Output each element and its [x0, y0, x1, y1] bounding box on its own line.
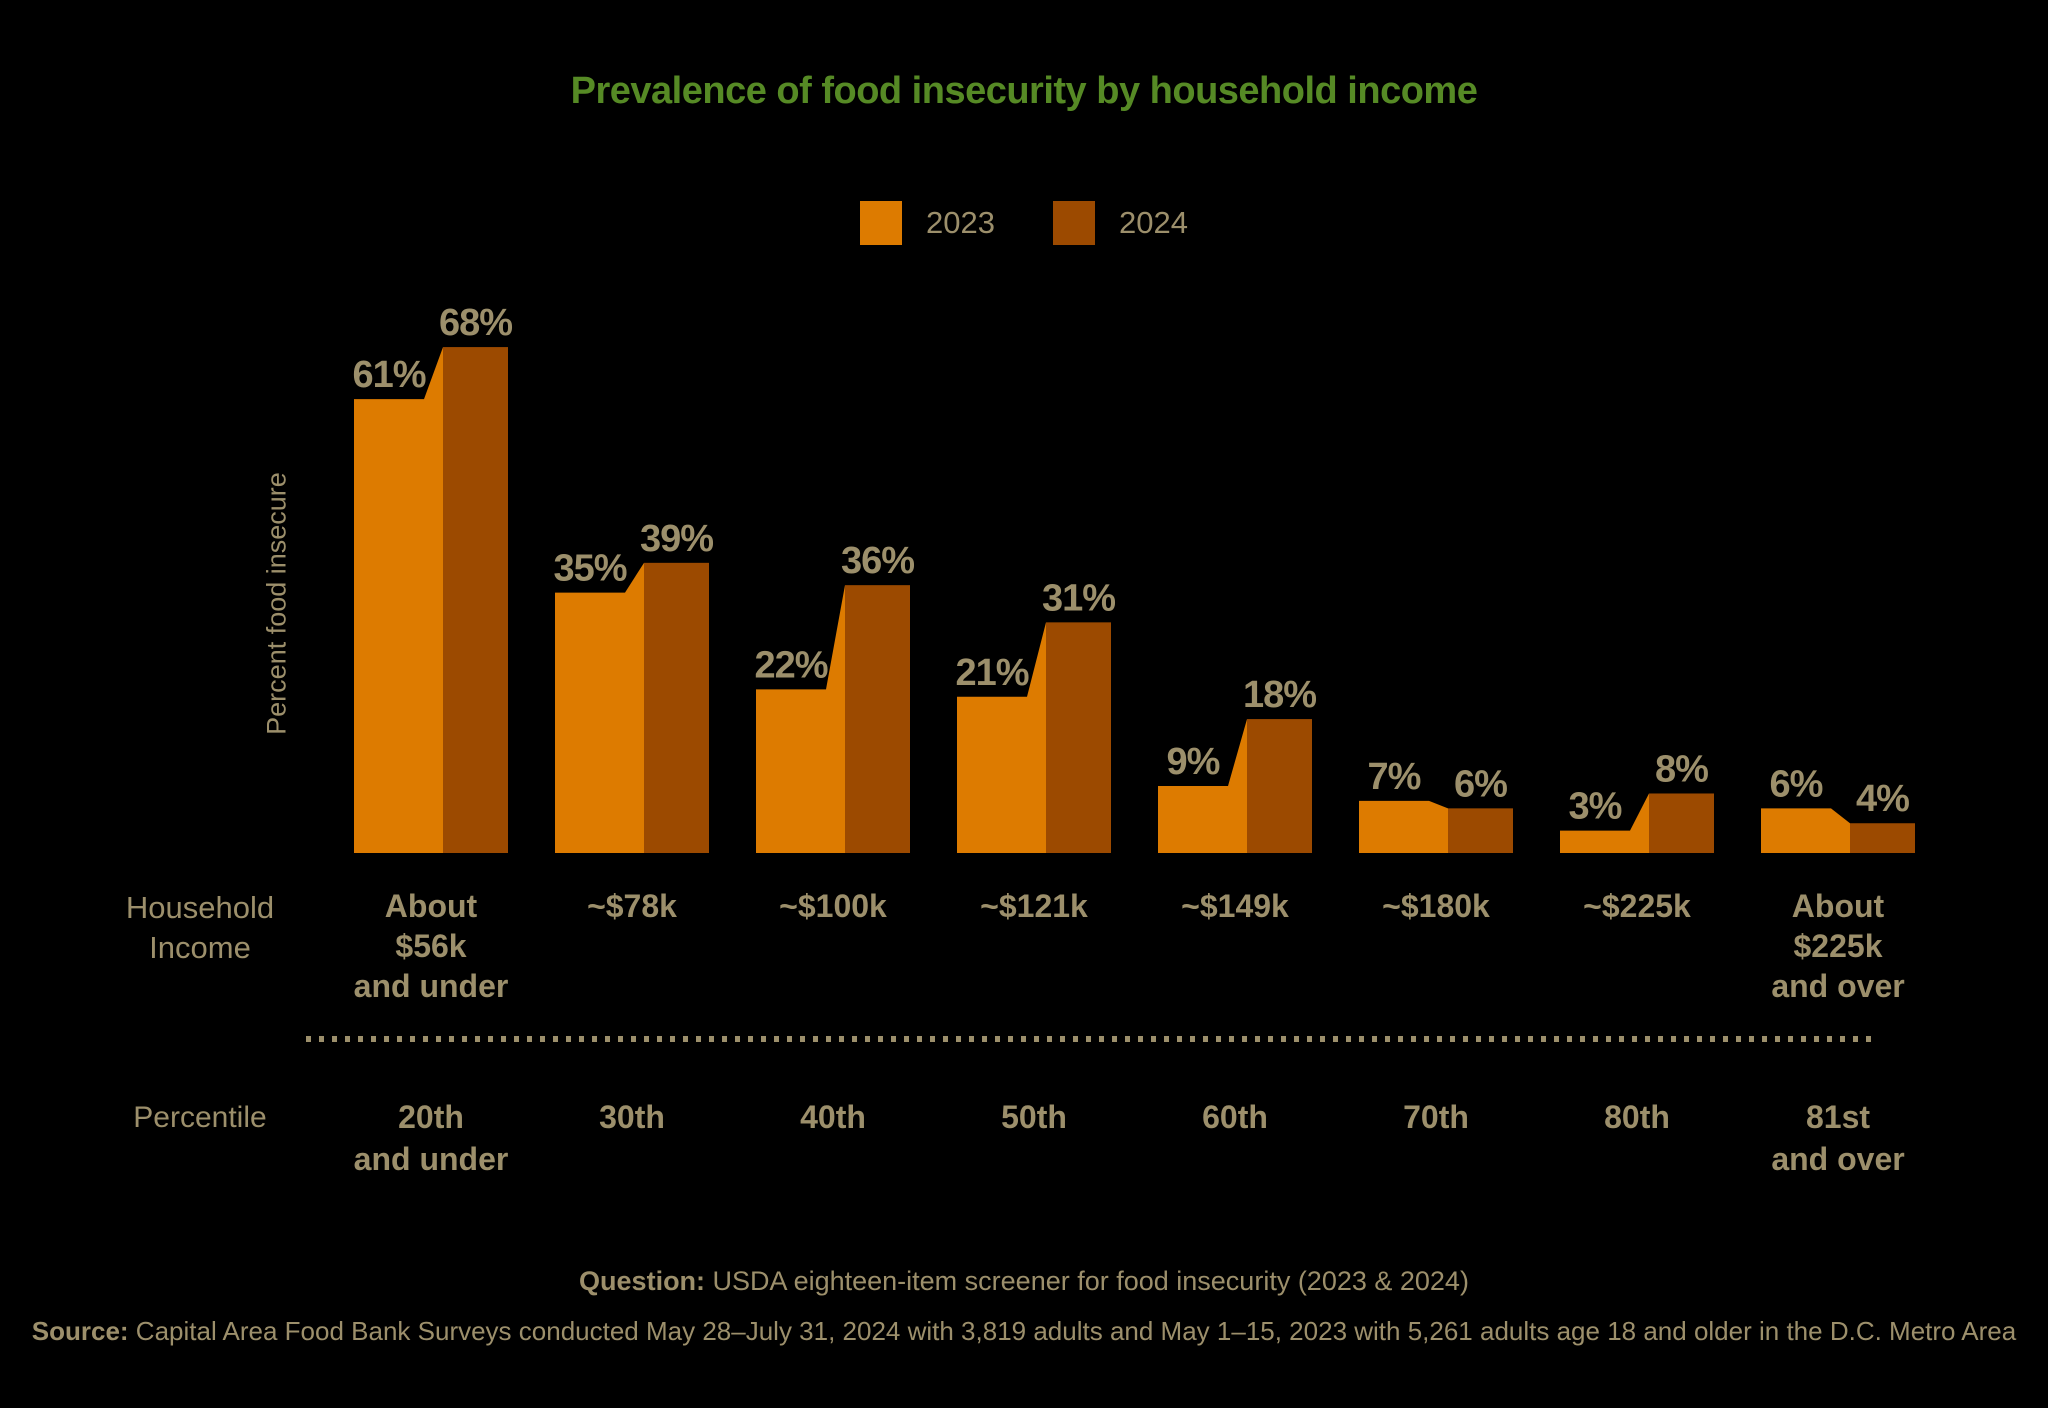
income-label-7: About $225k and over — [1771, 888, 1905, 1004]
value-label-2023-group-2: 22% — [754, 644, 827, 686]
percentile-row-header: Percentile — [133, 1101, 267, 1134]
legend-item-2024: 2024 — [1053, 201, 1188, 245]
value-label-2023-group-0: 61% — [352, 354, 425, 396]
legend-label-2024: 2024 — [1119, 205, 1188, 240]
value-label-2023-group-6: 3% — [1569, 786, 1622, 828]
legend: 2023 2024 — [0, 201, 2048, 245]
income-label-6: ~$225k — [1583, 888, 1691, 924]
footer-source-label: Source: — [31, 1316, 129, 1346]
value-label-2023-group-1: 35% — [553, 548, 626, 590]
bar-2024-group-4 — [1247, 719, 1312, 853]
income-label-1: ~$78k — [587, 888, 677, 924]
percentile-label-6: 80th — [1604, 1099, 1670, 1135]
footer-question-label: Question: — [579, 1266, 706, 1296]
percentile-label-3: 50th — [1001, 1099, 1067, 1135]
income-label-5: ~$180k — [1382, 888, 1490, 924]
value-label-2024-group-1: 39% — [640, 518, 713, 560]
bar-2024-group-6 — [1649, 793, 1714, 853]
bar-2023-group-0 — [354, 347, 443, 853]
bar-2023-group-2 — [756, 585, 845, 853]
bar-2023-group-5 — [1359, 800, 1448, 853]
legend-swatch-2023-icon — [860, 201, 903, 245]
bar-2023-group-3 — [957, 622, 1046, 853]
legend-item-2023: 2023 — [860, 201, 995, 245]
income-label-2: ~$100k — [779, 888, 887, 924]
value-label-2024-group-4: 18% — [1243, 674, 1316, 716]
value-label-2024-group-5: 6% — [1454, 763, 1507, 805]
bar-2024-group-5 — [1448, 808, 1513, 853]
value-label-2024-group-3: 31% — [1042, 577, 1115, 619]
value-label-2024-group-6: 8% — [1655, 748, 1708, 790]
footer-question-line: Question: USDA eighteen-item screener fo… — [0, 1266, 2048, 1297]
percentile-label-7: 81st and over — [1771, 1099, 1905, 1177]
bar-2023-group-7 — [1761, 808, 1850, 853]
y-axis-label: Percent food insecure — [261, 472, 292, 735]
value-label-2023-group-4: 9% — [1167, 741, 1220, 783]
value-label-2023-group-3: 21% — [955, 652, 1028, 694]
percentile-label-1: 30th — [599, 1099, 665, 1135]
percentile-label-2: 40th — [800, 1099, 866, 1135]
bar-2024-group-0 — [443, 347, 508, 853]
bar-2023-group-1 — [555, 562, 644, 853]
bar-2023-group-6 — [1560, 793, 1649, 853]
value-label-2023-group-7: 6% — [1770, 763, 1823, 805]
percentile-label-0: 20th and under — [353, 1099, 509, 1177]
percentile-label-5: 70th — [1403, 1099, 1469, 1135]
legend-label-2023: 2023 — [926, 205, 995, 240]
percentile-label-4: 60th — [1202, 1099, 1268, 1135]
income-label-3: ~$121k — [980, 888, 1088, 924]
chart-title: Prevalence of food insecurity by househo… — [570, 70, 1478, 112]
bar-2024-group-7 — [1850, 823, 1915, 853]
footer-question-text: USDA eighteen-item screener for food ins… — [705, 1266, 1469, 1296]
value-label-2023-group-5: 7% — [1368, 756, 1421, 798]
income-label-4: ~$149k — [1181, 888, 1289, 924]
value-label-2024-group-7: 4% — [1856, 778, 1909, 820]
legend-swatch-2024-icon — [1053, 201, 1095, 245]
value-label-2024-group-0: 68% — [439, 302, 512, 344]
bar-2024-group-1 — [644, 562, 709, 853]
dotted-separator — [306, 1036, 1876, 1042]
value-label-2024-group-2: 36% — [841, 540, 914, 582]
bar-2023-group-4 — [1158, 719, 1247, 853]
income-row-header: Household Income — [125, 890, 275, 965]
footer-source-text: Capital Area Food Bank Surveys conducted… — [128, 1316, 2017, 1346]
bar-2024-group-3 — [1046, 622, 1111, 853]
footer-source-line: Source: Capital Area Food Bank Surveys c… — [0, 1316, 2048, 1347]
bar-2024-group-2 — [845, 585, 910, 853]
income-label-0: About $56k and under — [353, 888, 509, 1004]
